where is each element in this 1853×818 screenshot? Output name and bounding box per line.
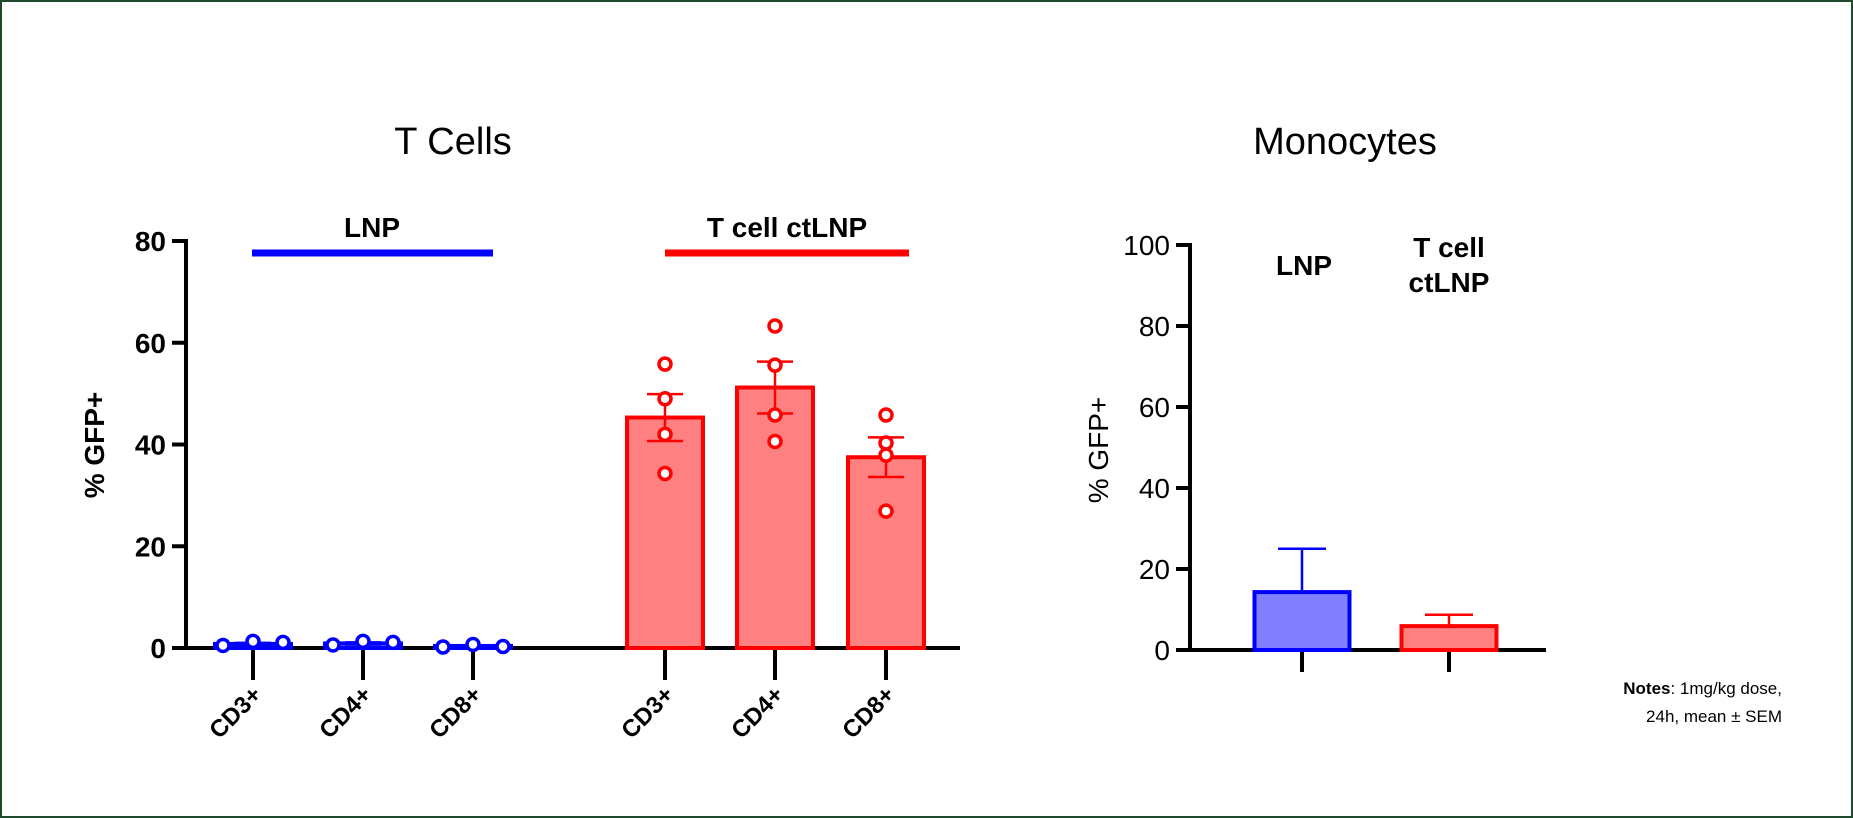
data-point — [355, 633, 371, 650]
data-point — [657, 390, 673, 407]
y-tick-label: 100 — [1123, 230, 1170, 261]
group-label-ctlnp: T cell ctLNP — [707, 212, 867, 243]
y-tick-label: 80 — [1139, 311, 1170, 342]
data-point — [878, 435, 894, 451]
monocytes-title: Monocytes — [1253, 121, 1437, 163]
bar — [735, 385, 815, 650]
x-tick-label: CD4+ — [726, 681, 789, 744]
t-cells-title: T Cells — [394, 121, 512, 163]
data-point — [767, 357, 783, 373]
data-point — [495, 638, 511, 655]
bar — [846, 455, 926, 650]
data-point — [767, 407, 783, 423]
bar-label-ctlnp-line1: T cell — [1413, 232, 1485, 263]
data-point — [657, 426, 673, 443]
data-point — [215, 637, 231, 654]
data-point — [385, 634, 401, 651]
notes-label: Notes — [1623, 679, 1670, 698]
data-point — [767, 433, 783, 450]
y-tick-label: 40 — [135, 430, 166, 461]
monocytes-y-label: % GFP+ — [1083, 397, 1114, 504]
x-tick-label: CD3+ — [616, 681, 679, 744]
x-tick-label: CD8+ — [837, 681, 900, 744]
t-cells-y-label: % GFP+ — [79, 392, 110, 499]
data-point — [435, 639, 451, 655]
data-point — [325, 637, 341, 653]
x-tick-label: CD8+ — [424, 681, 487, 744]
y-tick-label: 40 — [1139, 473, 1170, 504]
bar — [1399, 624, 1499, 652]
data-point — [878, 447, 894, 463]
y-tick-label: 80 — [135, 226, 166, 257]
y-tick-label: 20 — [135, 531, 166, 562]
bar-label-lnp: LNP — [1276, 250, 1332, 281]
svg-text:Notes: 1mg/kg dose,: Notes: 1mg/kg dose, — [1623, 679, 1782, 698]
monocytes-chart: Monocytes % GFP+ 0 20 40 60 80 100 LNP T cell… — [1083, 121, 1546, 672]
y-tick-label: 20 — [1139, 554, 1170, 585]
bar — [625, 415, 705, 650]
bar-label-ctlnp-line2: ctLNP — [1409, 267, 1490, 298]
data-point — [657, 356, 673, 372]
notes-line2: 24h, mean ± SEM — [1646, 707, 1782, 726]
data-point — [878, 503, 894, 519]
data-point — [465, 636, 481, 653]
data-point — [245, 633, 261, 650]
data-point — [657, 465, 673, 482]
y-tick-label: 60 — [1139, 392, 1170, 423]
y-tick-label: 60 — [135, 328, 166, 359]
y-tick-label: 0 — [1154, 635, 1170, 666]
x-tick-label: CD4+ — [314, 681, 377, 744]
y-tick-label: 0 — [150, 633, 166, 664]
data-point — [275, 634, 291, 651]
data-point — [767, 318, 783, 334]
group-label-lnp: LNP — [344, 212, 400, 243]
bar — [1252, 590, 1352, 653]
notes: Notes: 1mg/kg dose, 24h, mean ± SEM — [1623, 679, 1782, 726]
notes-line1: : 1mg/kg dose, — [1670, 679, 1782, 698]
t-cells-chart: T Cells % GFP+ 0 20 40 60 80 CD3+ CD4+ CD8+ CD3+… — [79, 121, 960, 744]
data-point — [878, 407, 894, 423]
x-tick-label: CD3+ — [204, 681, 267, 744]
